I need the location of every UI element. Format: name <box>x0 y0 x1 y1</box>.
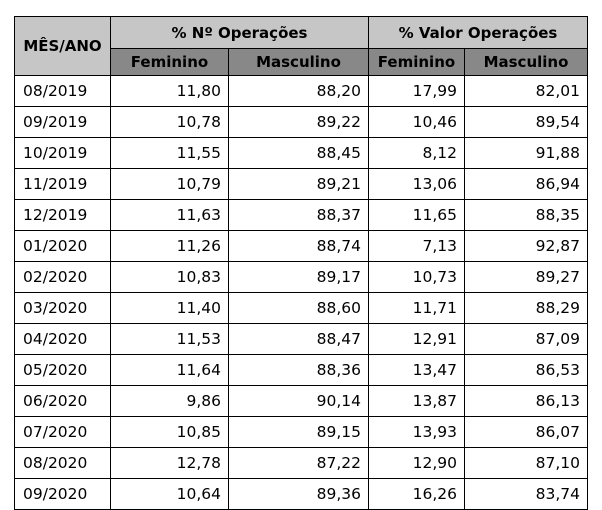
value-female-cell: 8,12 <box>368 137 465 169</box>
count-female-cell: 9,86 <box>110 385 229 417</box>
value-female-cell: 10,46 <box>368 106 465 138</box>
value-male-cell: 86,94 <box>464 168 588 200</box>
value-female-cell: 13,47 <box>368 354 465 386</box>
value-male-cell: 86,53 <box>464 354 588 386</box>
value-female-cell: 16,26 <box>368 478 465 510</box>
value-male-cell: 87,10 <box>464 447 588 479</box>
month-cell: 06/2020 <box>14 385 111 417</box>
count-female-cell: 11,80 <box>110 75 229 107</box>
count-female-header: Feminino <box>110 48 229 76</box>
count-female-cell: 11,55 <box>110 137 229 169</box>
header-group-row: MÊS/ANO % Nº Operações % Valor Operações <box>14 16 588 76</box>
count-male-cell: 89,36 <box>228 478 369 510</box>
value-male-cell: 91,88 <box>464 137 588 169</box>
table-row: 08/2020 12,78 87,22 12,90 87,10 <box>14 447 588 479</box>
table-row: 03/2020 11,40 88,60 11,71 88,29 <box>14 292 588 324</box>
month-cell: 11/2019 <box>14 168 111 200</box>
value-female-header: Feminino <box>368 48 465 76</box>
month-cell: 08/2019 <box>14 75 111 107</box>
count-female-cell: 10,79 <box>110 168 229 200</box>
value-male-cell: 88,35 <box>464 199 588 231</box>
table-body: 08/2019 11,80 88,20 17,99 82,01 09/2019 10,78 8… <box>14 75 588 510</box>
value-male-cell: 92,87 <box>464 230 588 262</box>
count-male-cell: 89,21 <box>228 168 369 200</box>
value-male-cell: 89,54 <box>464 106 588 138</box>
value-male-header: Masculino <box>464 48 588 76</box>
month-cell: 09/2019 <box>14 106 111 138</box>
month-column-header: MÊS/ANO <box>14 16 111 76</box>
count-male-cell: 88,74 <box>228 230 369 262</box>
count-female-cell: 11,63 <box>110 199 229 231</box>
value-female-cell: 17,99 <box>368 75 465 107</box>
value-female-cell: 11,65 <box>368 199 465 231</box>
count-male-cell: 89,17 <box>228 261 369 293</box>
value-male-cell: 86,07 <box>464 416 588 448</box>
count-male-cell: 90,14 <box>228 385 369 417</box>
operations-value-group-header: % Valor Operações <box>368 16 588 49</box>
value-male-cell: 89,27 <box>464 261 588 293</box>
count-female-cell: 11,64 <box>110 354 229 386</box>
value-male-cell: 83,74 <box>464 478 588 510</box>
count-male-cell: 87,22 <box>228 447 369 479</box>
table-row: 02/2020 10,83 89,17 10,73 89,27 <box>14 261 588 293</box>
count-male-cell: 88,37 <box>228 199 369 231</box>
month-cell: 09/2020 <box>14 478 111 510</box>
value-female-cell: 13,93 <box>368 416 465 448</box>
value-male-cell: 86,13 <box>464 385 588 417</box>
month-cell: 04/2020 <box>14 323 111 355</box>
operations-count-group-header: % Nº Operações <box>110 16 369 49</box>
count-male-cell: 88,45 <box>228 137 369 169</box>
value-female-cell: 11,71 <box>368 292 465 324</box>
count-male-header: Masculino <box>228 48 369 76</box>
table-row: 08/2019 11,80 88,20 17,99 82,01 <box>14 75 588 107</box>
count-female-cell: 11,53 <box>110 323 229 355</box>
month-cell: 01/2020 <box>14 230 111 262</box>
count-female-cell: 12,78 <box>110 447 229 479</box>
value-female-cell: 7,13 <box>368 230 465 262</box>
value-male-cell: 82,01 <box>464 75 588 107</box>
table-row: 06/2020 9,86 90,14 13,87 86,13 <box>14 385 588 417</box>
count-male-cell: 88,20 <box>228 75 369 107</box>
table-row: 11/2019 10,79 89,21 13,06 86,94 <box>14 168 588 200</box>
table-row: 10/2019 11,55 88,45 8,12 91,88 <box>14 137 588 169</box>
count-female-cell: 10,85 <box>110 416 229 448</box>
count-female-cell: 10,78 <box>110 106 229 138</box>
value-female-cell: 10,73 <box>368 261 465 293</box>
count-male-cell: 88,47 <box>228 323 369 355</box>
value-female-cell: 12,90 <box>368 447 465 479</box>
operations-gender-table-container: MÊS/ANO % Nº Operações % Valor Operações… <box>14 16 588 510</box>
table-row: 01/2020 11,26 88,74 7,13 92,87 <box>14 230 588 262</box>
month-cell: 03/2020 <box>14 292 111 324</box>
count-male-cell: 89,15 <box>228 416 369 448</box>
value-male-cell: 87,09 <box>464 323 588 355</box>
count-male-cell: 89,22 <box>228 106 369 138</box>
table-row: 07/2020 10,85 89,15 13,93 86,07 <box>14 416 588 448</box>
table-header: MÊS/ANO % Nº Operações % Valor Operações… <box>14 16 588 76</box>
table-row: 09/2019 10,78 89,22 10,46 89,54 <box>14 106 588 138</box>
header-sub-row: Feminino Masculino Feminino Masculino <box>15 48 588 76</box>
count-female-cell: 11,40 <box>110 292 229 324</box>
value-female-cell: 12,91 <box>368 323 465 355</box>
count-male-cell: 88,36 <box>228 354 369 386</box>
count-female-cell: 11,26 <box>110 230 229 262</box>
month-cell: 08/2020 <box>14 447 111 479</box>
count-female-cell: 10,83 <box>110 261 229 293</box>
table-row: 12/2019 11,63 88,37 11,65 88,35 <box>14 199 588 231</box>
table-row: 09/2020 10,64 89,36 16,26 83,74 <box>14 478 588 510</box>
count-female-cell: 10,64 <box>110 478 229 510</box>
table-row: 04/2020 11,53 88,47 12,91 87,09 <box>14 323 588 355</box>
month-cell: 02/2020 <box>14 261 111 293</box>
value-male-cell: 88,29 <box>464 292 588 324</box>
month-cell: 07/2020 <box>14 416 111 448</box>
operations-gender-table: MÊS/ANO % Nº Operações % Valor Operações… <box>14 16 588 510</box>
month-cell: 10/2019 <box>14 137 111 169</box>
count-male-cell: 88,60 <box>228 292 369 324</box>
value-female-cell: 13,06 <box>368 168 465 200</box>
value-female-cell: 13,87 <box>368 385 465 417</box>
month-cell: 05/2020 <box>14 354 111 386</box>
table-row: 05/2020 11,64 88,36 13,47 86,53 <box>14 354 588 386</box>
month-cell: 12/2019 <box>14 199 111 231</box>
